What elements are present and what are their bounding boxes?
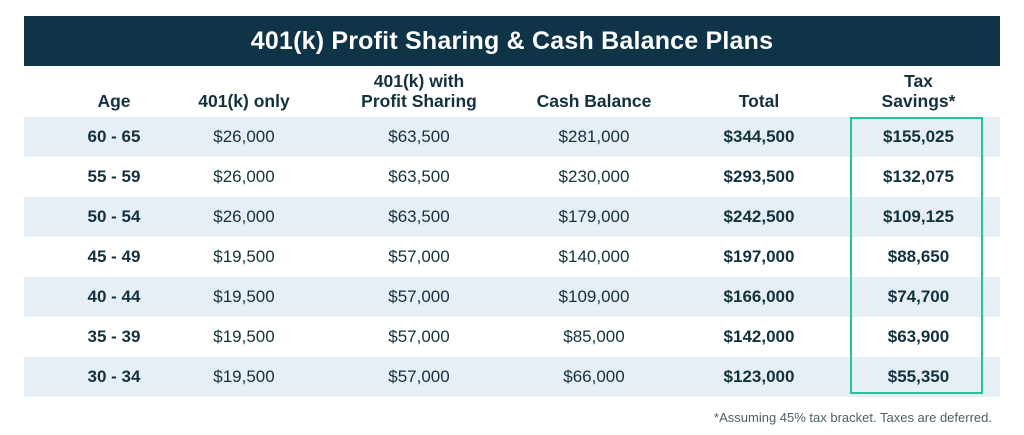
age-cell: 30 - 34 (87, 367, 141, 386)
total-cell: $293,500 (723, 167, 795, 186)
401k-profit-sharing-cell: $63,500 (388, 167, 450, 186)
header-age-label: Age (97, 91, 131, 111)
table-title-text: 401(k) Profit Sharing & Cash Balance Pla… (250, 26, 774, 55)
header-total-label: Total (738, 91, 780, 111)
total-cell: $142,000 (723, 327, 795, 346)
401k-profit-sharing-cell: $63,500 (388, 207, 450, 226)
total-cell: $197,000 (723, 247, 795, 266)
table-row: 40 - 44 $19,500 $57,000 $109,000 $166,00… (24, 277, 1000, 317)
cash-balance-cell: $140,000 (558, 247, 630, 266)
tax-savings-cell: $74,700 (887, 287, 950, 306)
401k-profit-sharing-cell: $57,000 (388, 367, 450, 386)
table-header: Age 401(k) only 401(k) with Profit Shari… (24, 66, 1000, 116)
401k-profit-sharing-cell: $63,500 (388, 127, 450, 146)
age-cell: 40 - 44 (87, 287, 141, 306)
cash-balance-cell: $281,000 (558, 127, 630, 146)
total-cell: $166,000 (723, 287, 795, 306)
header-tax-savings: Tax Savings* (852, 71, 985, 111)
cash-balance-cell: $85,000 (563, 327, 625, 346)
table-title: 401(k) Profit Sharing & Cash Balance Pla… (24, 16, 1000, 66)
401k-only-cell: $26,000 (213, 207, 275, 226)
tax-savings-cell: $109,125 (883, 207, 954, 226)
table-row: 50 - 54 $26,000 $63,500 $179,000 $242,50… (24, 197, 1000, 237)
tax-savings-cell: $132,075 (883, 167, 954, 186)
header-401k-only-label: 401(k) only (198, 91, 290, 111)
header-401k-profit-sharing-line1: 401(k) with (373, 71, 465, 91)
cash-balance-cell: $179,000 (558, 207, 630, 226)
age-cell: 55 - 59 (87, 167, 141, 186)
401k-only-cell: $26,000 (213, 167, 275, 186)
age-cell: 50 - 54 (87, 207, 141, 226)
header-tax-savings-line1: Tax (904, 71, 933, 91)
table-row: 55 - 59 $26,000 $63,500 $230,000 $293,50… (24, 157, 1000, 197)
header-age: Age (54, 91, 174, 111)
401k-only-cell: $19,500 (213, 367, 275, 386)
tax-savings-cell: $63,900 (887, 327, 950, 346)
total-cell: $344,500 (723, 127, 795, 146)
footnote: *Assuming 45% tax bracket. Taxes are def… (714, 410, 992, 425)
tax-savings-cell: $55,350 (887, 367, 950, 386)
table-body: 60 - 65 $26,000 $63,500 $281,000 $344,50… (24, 117, 1000, 397)
header-401k-only: 401(k) only (169, 91, 319, 111)
401k-only-cell: $26,000 (213, 127, 275, 146)
table-row: 45 - 49 $19,500 $57,000 $140,000 $197,00… (24, 237, 1000, 277)
age-cell: 35 - 39 (87, 327, 141, 346)
tax-savings-cell: $155,025 (883, 127, 954, 146)
table-row: 30 - 34 $19,500 $57,000 $66,000 $123,000… (24, 357, 1000, 397)
401k-only-cell: $19,500 (213, 287, 275, 306)
age-cell: 60 - 65 (87, 127, 141, 146)
401k-profit-sharing-cell: $57,000 (388, 247, 450, 266)
401k-only-cell: $19,500 (213, 327, 275, 346)
401k-profit-sharing-cell: $57,000 (388, 327, 450, 346)
tax-savings-cell: $88,650 (887, 247, 950, 266)
total-cell: $242,500 (723, 207, 795, 226)
cash-balance-cell: $230,000 (558, 167, 630, 186)
header-total: Total (699, 91, 819, 111)
cash-balance-cell: $66,000 (563, 367, 625, 386)
header-401k-profit-sharing: 401(k) with Profit Sharing (334, 71, 504, 111)
total-cell: $123,000 (723, 367, 795, 386)
header-tax-savings-line2: Savings* (881, 91, 956, 111)
table-row: 60 - 65 $26,000 $63,500 $281,000 $344,50… (24, 117, 1000, 157)
header-cash-balance: Cash Balance (519, 91, 669, 111)
401k-profit-sharing-cell: $57,000 (388, 287, 450, 306)
age-cell: 45 - 49 (87, 247, 141, 266)
header-401k-profit-sharing-line2: Profit Sharing (361, 91, 477, 111)
cash-balance-cell: $109,000 (558, 287, 630, 306)
401k-only-cell: $19,500 (213, 247, 275, 266)
header-cash-balance-label: Cash Balance (536, 91, 652, 111)
table-row: 35 - 39 $19,500 $57,000 $85,000 $142,000… (24, 317, 1000, 357)
